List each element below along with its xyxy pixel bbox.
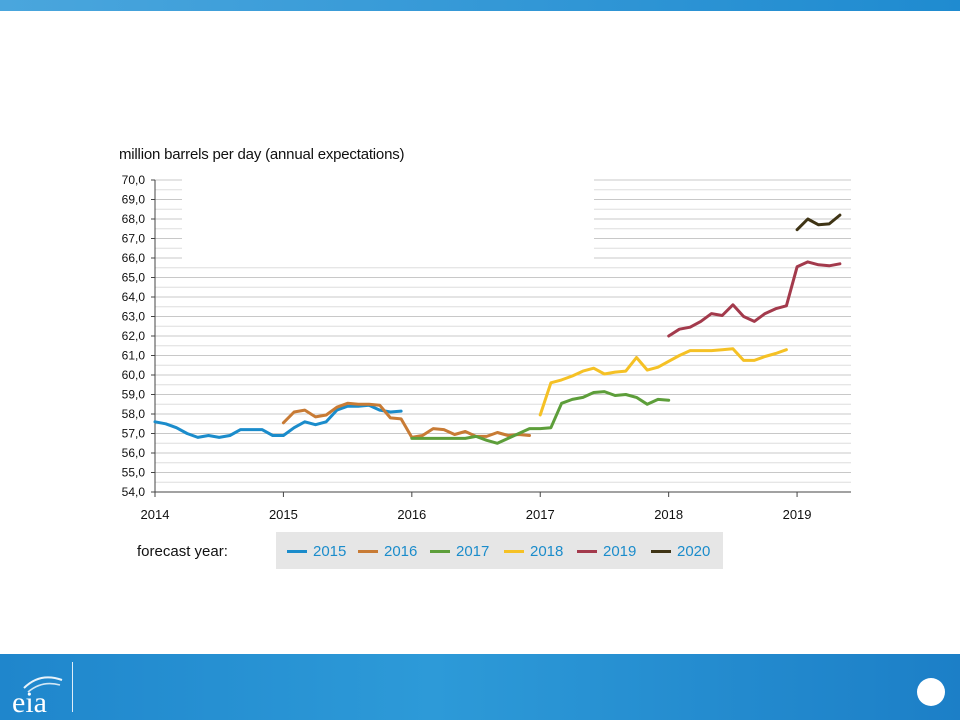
- legend-swatch: [577, 549, 597, 553]
- top-accent-bar: [0, 0, 960, 11]
- legend-swatch: [287, 549, 307, 553]
- y-tick-label: 59,0: [122, 388, 146, 402]
- series-line-2017: [410, 390, 671, 445]
- legend-label: 2015: [313, 542, 347, 560]
- y-tick-label: 54,0: [122, 485, 146, 499]
- y-tick-label: 66,0: [122, 251, 146, 265]
- y-axis-label: million barrels per day (annual expectat…: [119, 146, 405, 163]
- legend-swatch: [651, 549, 671, 553]
- slide-number-badge: [917, 678, 945, 706]
- x-tick-label: 2015: [269, 507, 298, 522]
- logo-divider: [72, 662, 73, 712]
- legend: [276, 532, 723, 569]
- y-tick-label: 58,0: [122, 407, 146, 421]
- x-tick-label: 2014: [141, 507, 170, 522]
- legend-item-2017: 2017: [430, 541, 489, 561]
- legend-label: 2018: [530, 542, 564, 560]
- y-tick-label: 56,0: [122, 446, 146, 460]
- legend-item-2020: 2020: [651, 541, 710, 561]
- legend-title: forecast year:: [137, 543, 228, 560]
- y-tick-label: 61,0: [122, 349, 146, 363]
- legend-swatch: [358, 549, 378, 553]
- legend-label: 2016: [384, 542, 418, 560]
- x-tick-label: 2017: [526, 507, 555, 522]
- legend-item-2015: 2015: [287, 541, 346, 561]
- y-tick-label: 55,0: [122, 466, 146, 480]
- x-tick-label: 2016: [397, 507, 426, 522]
- y-tick-label: 64,0: [122, 290, 146, 304]
- y-tick-label: 60,0: [122, 368, 146, 382]
- y-tick-label: 65,0: [122, 271, 146, 285]
- legend-swatch: [504, 549, 524, 553]
- eia-logo: eia: [12, 676, 63, 716]
- svg-text:eia: eia: [12, 686, 47, 716]
- y-tick-label: 67,0: [122, 232, 146, 246]
- legend-item-2018: 2018: [504, 541, 563, 561]
- legend-item-2016: 2016: [358, 541, 417, 561]
- series-line-2016: [281, 401, 531, 439]
- legend-swatch: [430, 549, 450, 553]
- blank-panel-left: [182, 172, 594, 264]
- y-tick-label: 57,0: [122, 427, 146, 441]
- y-tick-label: 69,0: [122, 193, 146, 207]
- x-tick-label: 2019: [783, 507, 812, 522]
- legend-label: 2019: [603, 542, 637, 560]
- x-tick-label: 2018: [654, 507, 683, 522]
- y-tick-label: 62,0: [122, 329, 146, 343]
- legend-label: 2017: [456, 542, 490, 560]
- y-tick-label: 68,0: [122, 212, 146, 226]
- footer-bar: eia: [0, 654, 960, 720]
- series-line-2018: [538, 347, 788, 417]
- series-line-2019: [667, 260, 842, 338]
- series-line-2015: [153, 403, 403, 439]
- legend-item-2019: 2019: [577, 541, 636, 561]
- y-tick-label: 70,0: [122, 173, 146, 187]
- legend-label: 2020: [677, 542, 711, 560]
- y-tick-label: 63,0: [122, 310, 146, 324]
- series-line-2020: [795, 213, 842, 232]
